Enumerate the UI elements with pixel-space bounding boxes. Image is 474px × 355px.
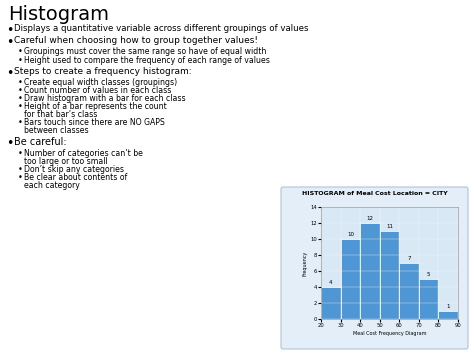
Text: Draw histogram with a bar for each class: Draw histogram with a bar for each class — [24, 94, 186, 103]
Text: •: • — [6, 137, 13, 150]
Text: 1: 1 — [447, 304, 450, 310]
Text: Groupings must cover the same range so have of equal width: Groupings must cover the same range so h… — [24, 47, 266, 56]
Text: •: • — [18, 102, 23, 111]
Text: Don’t skip any categories: Don’t skip any categories — [24, 165, 124, 174]
Text: •: • — [18, 56, 23, 65]
Bar — [419, 279, 438, 319]
Text: for that bar’s class: for that bar’s class — [24, 110, 97, 119]
Text: Bars touch since there are NO GAPS: Bars touch since there are NO GAPS — [24, 118, 165, 127]
Text: •: • — [18, 47, 23, 56]
Text: Histogram: Histogram — [8, 5, 109, 24]
Text: Steps to create a frequency histogram:: Steps to create a frequency histogram: — [14, 67, 191, 76]
Text: too large or too small: too large or too small — [24, 157, 108, 166]
Text: 12: 12 — [366, 217, 374, 222]
FancyBboxPatch shape — [281, 187, 468, 349]
Text: HISTOGRAM of Meal Cost Location = CITY: HISTOGRAM of Meal Cost Location = CITY — [301, 191, 447, 196]
Text: 10: 10 — [347, 233, 354, 237]
Text: •: • — [6, 67, 13, 80]
Text: Count number of values in each class: Count number of values in each class — [24, 86, 172, 95]
Text: 4: 4 — [329, 280, 333, 285]
Bar — [341, 239, 360, 319]
Y-axis label: Frequency: Frequency — [302, 250, 307, 275]
Text: Height used to compare the frequency of each range of values: Height used to compare the frequency of … — [24, 56, 270, 65]
Text: •: • — [6, 24, 13, 37]
Bar — [399, 263, 419, 319]
Text: Height of a bar represents the count: Height of a bar represents the count — [24, 102, 167, 111]
Bar — [380, 231, 399, 319]
Text: 5: 5 — [427, 272, 430, 277]
Text: Careful when choosing how to group together values!: Careful when choosing how to group toget… — [14, 36, 258, 45]
Text: 7: 7 — [407, 256, 411, 261]
Text: each category: each category — [24, 181, 80, 190]
Text: Create equal width classes (groupings): Create equal width classes (groupings) — [24, 78, 177, 87]
Text: 11: 11 — [386, 224, 393, 229]
Text: between classes: between classes — [24, 126, 89, 135]
Text: •: • — [18, 94, 23, 103]
Text: •: • — [6, 36, 13, 49]
Bar — [321, 287, 341, 319]
Text: •: • — [18, 149, 23, 158]
Text: •: • — [18, 118, 23, 127]
Text: Be clear about contents of: Be clear about contents of — [24, 173, 127, 182]
Text: Displays a quantitative variable across different groupings of values: Displays a quantitative variable across … — [14, 24, 309, 33]
X-axis label: Meal Cost Frequency Diagram: Meal Cost Frequency Diagram — [353, 331, 426, 336]
Bar — [438, 311, 458, 319]
Text: Number of categories can’t be: Number of categories can’t be — [24, 149, 143, 158]
Text: Be careful:: Be careful: — [14, 137, 67, 147]
Text: •: • — [18, 173, 23, 182]
Bar — [360, 223, 380, 319]
Text: •: • — [18, 165, 23, 174]
Text: •: • — [18, 78, 23, 87]
Text: •: • — [18, 86, 23, 95]
